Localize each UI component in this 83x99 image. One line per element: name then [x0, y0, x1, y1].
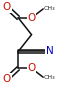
- Text: N: N: [46, 46, 54, 57]
- Text: O: O: [2, 2, 11, 12]
- Text: O: O: [27, 63, 36, 73]
- Text: O: O: [2, 74, 11, 84]
- Text: O: O: [27, 13, 36, 23]
- Text: CH₃: CH₃: [44, 75, 56, 80]
- Text: CH₃: CH₃: [44, 6, 56, 11]
